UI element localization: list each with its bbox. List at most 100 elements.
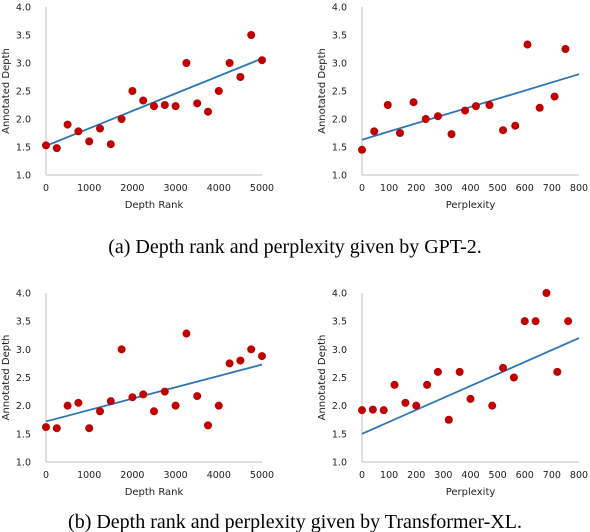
- data-point: [160, 101, 169, 109]
- data-point: [390, 380, 399, 389]
- data-point: [258, 352, 266, 361]
- data-point: [160, 387, 169, 396]
- trend-line: [361, 73, 580, 141]
- y-tick-label: 1.5: [16, 143, 31, 154]
- data-point: [553, 367, 562, 376]
- data-point: [85, 137, 94, 146]
- y-tick-label: 1.0: [16, 171, 31, 182]
- data-point: [247, 345, 256, 354]
- y-tick-label: 3.5: [332, 317, 347, 328]
- x-tick-label: 400: [461, 470, 479, 481]
- data-point: [236, 73, 245, 81]
- x-tick-label: 200: [407, 183, 425, 194]
- chart-txl-depth-rank: 0 1000 2000 3000 4000 5000 1.0 1.5 2.0 2.5 3.0 3.5 4…: [1, 289, 274, 499]
- data-point: [193, 392, 202, 401]
- x-tick-label: 300: [434, 470, 452, 481]
- data-point: [42, 141, 50, 150]
- data-point: [447, 130, 456, 139]
- data-point: [542, 289, 551, 297]
- x-tick-label: 500: [489, 470, 507, 481]
- x-tick-label: 0: [43, 470, 49, 481]
- data-point: [358, 145, 366, 154]
- y-tick-label: 2.5: [332, 87, 347, 98]
- x-tick-label: 400: [461, 183, 479, 194]
- data-point: [358, 406, 366, 415]
- data-point: [96, 407, 104, 416]
- data-point: [150, 407, 158, 416]
- x-tick-label: 100: [380, 183, 398, 194]
- data-point: [96, 124, 104, 133]
- data-point: [488, 401, 497, 410]
- y-tick-label: 1.0: [16, 458, 31, 469]
- data-point: [466, 394, 475, 403]
- caption-a: (a) Depth rank and perplexity given by G…: [108, 236, 482, 258]
- data-point: [564, 317, 573, 326]
- data-point: [74, 127, 83, 136]
- data-point: [42, 423, 50, 432]
- x-tick-label: 3000: [164, 470, 188, 481]
- data-point: [225, 359, 234, 368]
- caption-b: (b) Depth rank and perplexity given by T…: [68, 511, 522, 532]
- x-tick-label: 600: [516, 470, 534, 481]
- x-tick-label: 600: [516, 183, 534, 194]
- data-point: [117, 115, 126, 123]
- data-point: [74, 398, 83, 407]
- data-point: [247, 31, 256, 39]
- data-point: [485, 101, 494, 109]
- x-tick-label: 500: [489, 183, 507, 194]
- x-tick-label: 800: [570, 470, 588, 481]
- data-point: [561, 45, 570, 53]
- data-point: [182, 59, 191, 67]
- data-point: [214, 401, 223, 410]
- y-tick-label: 4.0: [332, 289, 347, 300]
- x-tick-label: 3000: [164, 183, 188, 194]
- y-tick-label: 1.0: [332, 171, 347, 182]
- data-point: [401, 398, 410, 407]
- y-tick-label: 2.0: [16, 115, 31, 126]
- data-point: [379, 406, 388, 415]
- x-tick-label: 0: [359, 470, 365, 481]
- data-point: [52, 424, 61, 433]
- data-point: [535, 103, 544, 112]
- x-tick-label: 4000: [207, 470, 231, 481]
- x-tick-label: 4000: [207, 183, 231, 194]
- data-point: [409, 98, 418, 107]
- x-tick-label: 0: [359, 183, 365, 194]
- data-point: [171, 401, 180, 410]
- data-point: [444, 415, 453, 424]
- x-tick-label: 5000: [250, 470, 274, 481]
- y-tick-label: 1.0: [332, 458, 347, 469]
- y-tick-label: 3.5: [16, 317, 31, 328]
- chart-gpt2-depth-rank: 0 1000 2000 3000 4000 5000 1.0 1.5 2.0 2.5 3.0 3.5 4…: [1, 3, 274, 212]
- data-point: [204, 107, 212, 116]
- data-point: [520, 317, 529, 326]
- data-point: [421, 115, 430, 123]
- data-point: [128, 87, 137, 95]
- data-point: [85, 424, 94, 433]
- data-point: [171, 102, 180, 111]
- chart-txl-perplexity: 0 100 200 300 400 500 600 700 800 1.0 1.5 2.0 2.5 3.0…: [317, 289, 588, 499]
- data-point: [258, 56, 266, 65]
- y-axis-label: Annotated Depth: [1, 48, 12, 134]
- y-tick-label: 2.5: [16, 87, 31, 98]
- y-tick-label: 4.0: [16, 289, 31, 300]
- y-tick-label: 2.5: [16, 373, 31, 384]
- data-point: [383, 101, 392, 109]
- data-point: [499, 126, 508, 135]
- y-tick-label: 3.0: [332, 345, 347, 356]
- data-point: [531, 317, 540, 326]
- data-point: [106, 140, 115, 149]
- data-point: [63, 401, 72, 410]
- data-point: [236, 356, 245, 365]
- y-tick-label: 2.0: [16, 401, 31, 412]
- data-point: [150, 102, 158, 111]
- data-point: [499, 363, 508, 372]
- y-tick-label: 2.5: [332, 373, 347, 384]
- data-point: [139, 390, 148, 399]
- y-tick-label: 1.5: [16, 429, 31, 440]
- y-tick-label: 1.5: [332, 143, 347, 154]
- y-tick-label: 3.0: [332, 59, 347, 70]
- x-axis-label: Perplexity: [446, 487, 496, 498]
- data-point: [433, 367, 442, 376]
